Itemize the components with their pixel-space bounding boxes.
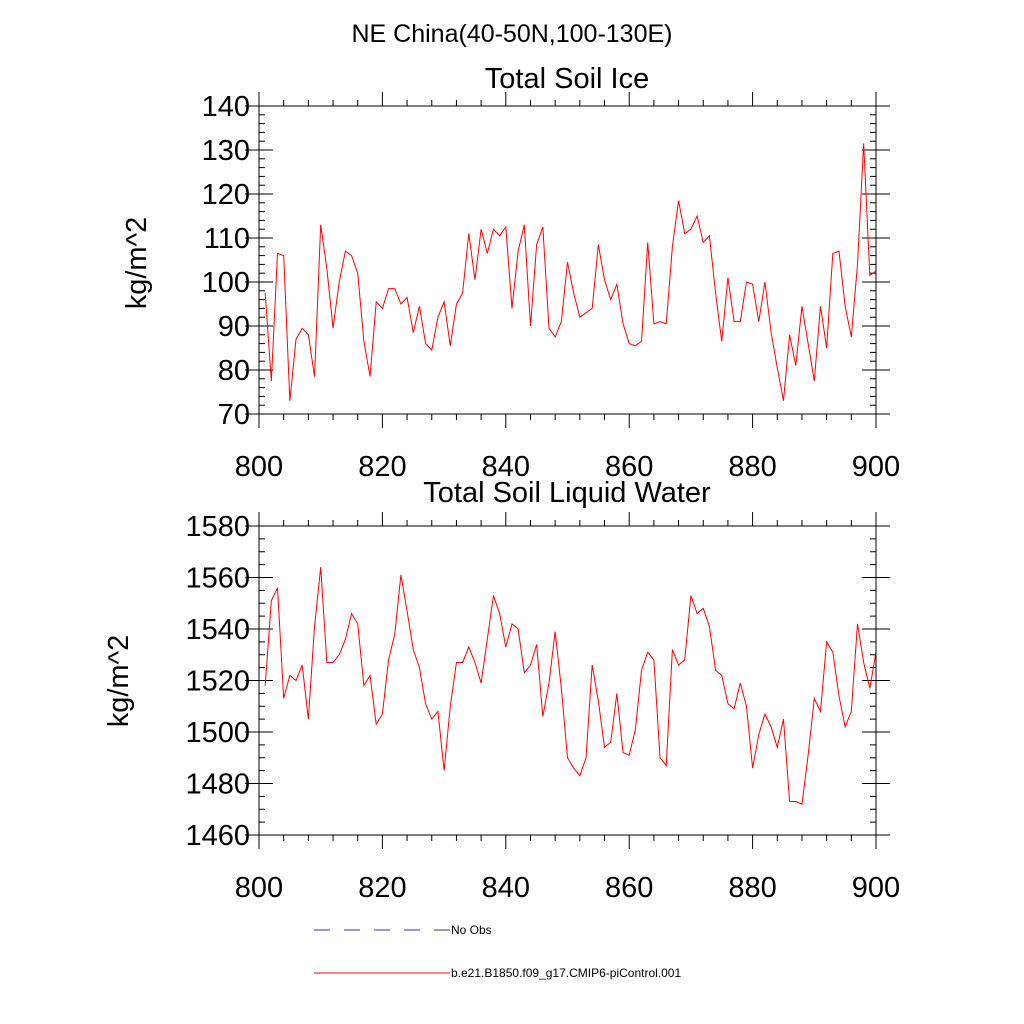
soil-ice-x-tick-label: 820 — [358, 451, 406, 483]
soil-liquid-water-minor-ticks — [259, 520, 876, 841]
soil-ice-panel: Total Soil Ice kg/m^2 800 820 840 860 880 900… — [121, 63, 900, 483]
legend-no-obs-label: No Obs — [451, 923, 492, 937]
legend: No Obs b.e21.B1850.f09_g17.CMIP6-piContr… — [314, 923, 681, 980]
soil-ice-y-tick-label: 90 — [218, 311, 250, 343]
soil-liquid-water-x-tick-label: 880 — [728, 872, 776, 904]
soil-ice-series-line — [264, 143, 877, 401]
soil-liquid-water-panel: Total Soil Liquid Water kg/m^2 800 820 840… — [103, 477, 900, 904]
soil-ice-y-tick-label: 120 — [202, 179, 250, 211]
soil-liquid-water-x-tick-label: 840 — [482, 872, 530, 904]
soil-liquid-water-y-tick-label: 1540 — [185, 614, 250, 646]
soil-liquid-water-y-tick-label: 1580 — [185, 511, 250, 543]
soil-ice-y-tick-label: 110 — [204, 223, 250, 255]
soil-liquid-water-x-tick-label: 860 — [605, 872, 653, 904]
soil-liquid-water-x-tick-label: 900 — [852, 872, 900, 904]
soil-liquid-water-x-tick-label: 800 — [235, 872, 283, 904]
soil-liquid-water-tick-labels: 800 820 840 860 880 900 1460 1480 1500 1520 1540 15… — [185, 511, 900, 904]
soil-liquid-water-plot-frame — [258, 525, 877, 836]
soil-liquid-water-series-line — [264, 567, 877, 805]
legend-picontrol-label: b.e21.B1850.f09_g17.CMIP6-piControl.001 — [451, 966, 681, 980]
soil-liquid-water-y-tick-label: 1480 — [185, 769, 250, 801]
soil-ice-x-tick-label: 800 — [235, 451, 283, 483]
soil-ice-y-tick-label: 80 — [218, 355, 250, 387]
soil-ice-tick-labels: 800 820 840 860 880 900 70 80 90 100 110 120 130 140 — [202, 91, 901, 483]
soil-ice-title: Total Soil Ice — [485, 63, 649, 95]
soil-liquid-water-y-tick-label: 1560 — [185, 563, 250, 595]
soil-liquid-water-major-ticks — [245, 512, 890, 849]
figure-title: NE China(40-50N,100-130E) — [351, 20, 672, 48]
soil-ice-y-tick-label: 70 — [218, 399, 250, 431]
soil-liquid-water-ylabel: kg/m^2 — [103, 635, 135, 728]
soil-liquid-water-title: Total Soil Liquid Water — [423, 477, 711, 509]
soil-ice-x-tick-label: 860 — [605, 451, 653, 483]
soil-ice-minor-ticks — [259, 100, 876, 420]
soil-ice-y-tick-label: 140 — [202, 91, 250, 123]
soil-ice-x-tick-label: 840 — [482, 451, 530, 483]
soil-ice-ylabel: kg/m^2 — [121, 217, 153, 310]
soil-liquid-water-y-tick-label: 1460 — [185, 820, 250, 852]
soil-ice-x-tick-label: 880 — [728, 451, 776, 483]
soil-ice-major-ticks — [245, 92, 890, 428]
soil-ice-plot-frame — [258, 105, 877, 415]
soil-ice-y-tick-label: 100 — [202, 267, 250, 299]
soil-ice-y-tick-label: 130 — [202, 135, 250, 167]
soil-liquid-water-y-tick-label: 1500 — [185, 717, 250, 749]
soil-ice-x-tick-label: 900 — [852, 451, 900, 483]
soil-liquid-water-x-tick-label: 820 — [358, 872, 406, 904]
soil-liquid-water-y-tick-label: 1520 — [185, 666, 250, 698]
